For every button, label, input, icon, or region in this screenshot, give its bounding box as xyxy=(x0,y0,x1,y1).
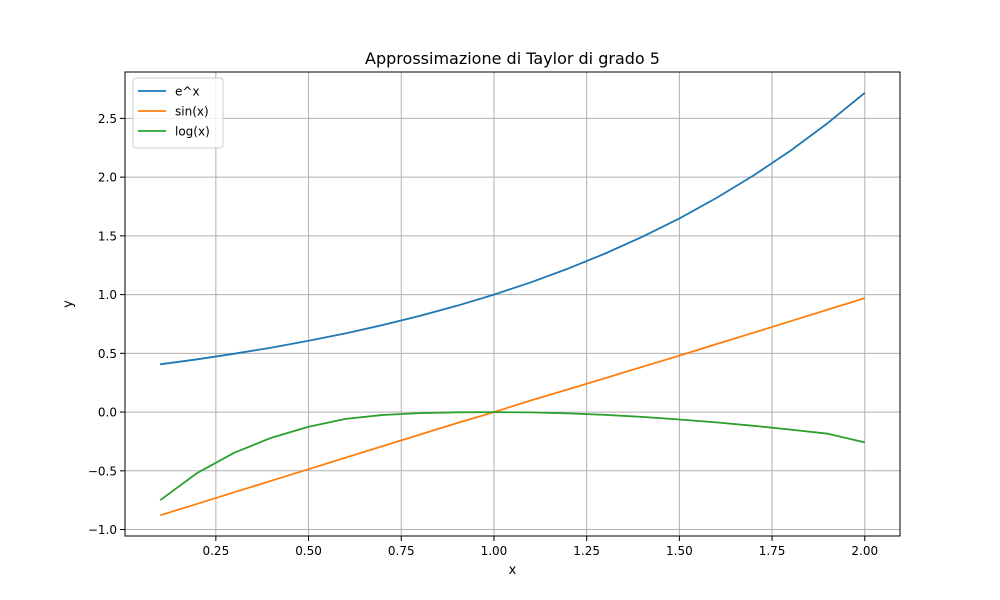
y-tick-label: 1.0 xyxy=(98,288,117,302)
y-tick-label: 0.0 xyxy=(98,406,117,420)
y-axis-label: y xyxy=(61,300,76,308)
y-tick-label: 0.5 xyxy=(98,347,117,361)
y-tick-label: 1.5 xyxy=(98,229,117,243)
chart-title: Approssimazione di Taylor di grado 5 xyxy=(365,49,660,68)
x-tick-label: 1.25 xyxy=(573,544,600,558)
series-lines xyxy=(159,92,866,517)
x-tick-label: 0.75 xyxy=(388,544,415,558)
legend-label: e^x xyxy=(175,85,200,99)
x-tick-label: 1.50 xyxy=(666,544,693,558)
y-tick-label: 2.0 xyxy=(98,171,117,185)
legend-label: sin(x) xyxy=(175,105,209,119)
series-line-1 xyxy=(159,297,866,517)
y-tick-label: −1.0 xyxy=(88,523,117,537)
x-tick-label: 0.25 xyxy=(202,544,229,558)
series-line-2 xyxy=(159,411,866,501)
series-line-0 xyxy=(160,92,866,366)
y-tick-label: −0.5 xyxy=(88,464,117,478)
x-tick-label: 2.00 xyxy=(851,544,878,558)
legend-label: log(x) xyxy=(175,125,210,139)
y-tick-label: 2.5 xyxy=(98,112,117,126)
plot-frame xyxy=(124,71,901,537)
x-axis-label: x xyxy=(509,563,517,578)
x-tick-label: 1.75 xyxy=(759,544,786,558)
y-axis: −1.0 −0.5 0.0 0.5 1.0 1.5 2.0 2.5 xyxy=(88,112,125,537)
legend: e^x sin(x) log(x) xyxy=(132,77,224,149)
x-axis: 0.25 0.50 0.75 1.00 1.25 1.50 1.75 2.00 xyxy=(202,536,878,558)
x-tick-label: 1.00 xyxy=(481,544,508,558)
x-tick-label: 0.50 xyxy=(295,544,322,558)
